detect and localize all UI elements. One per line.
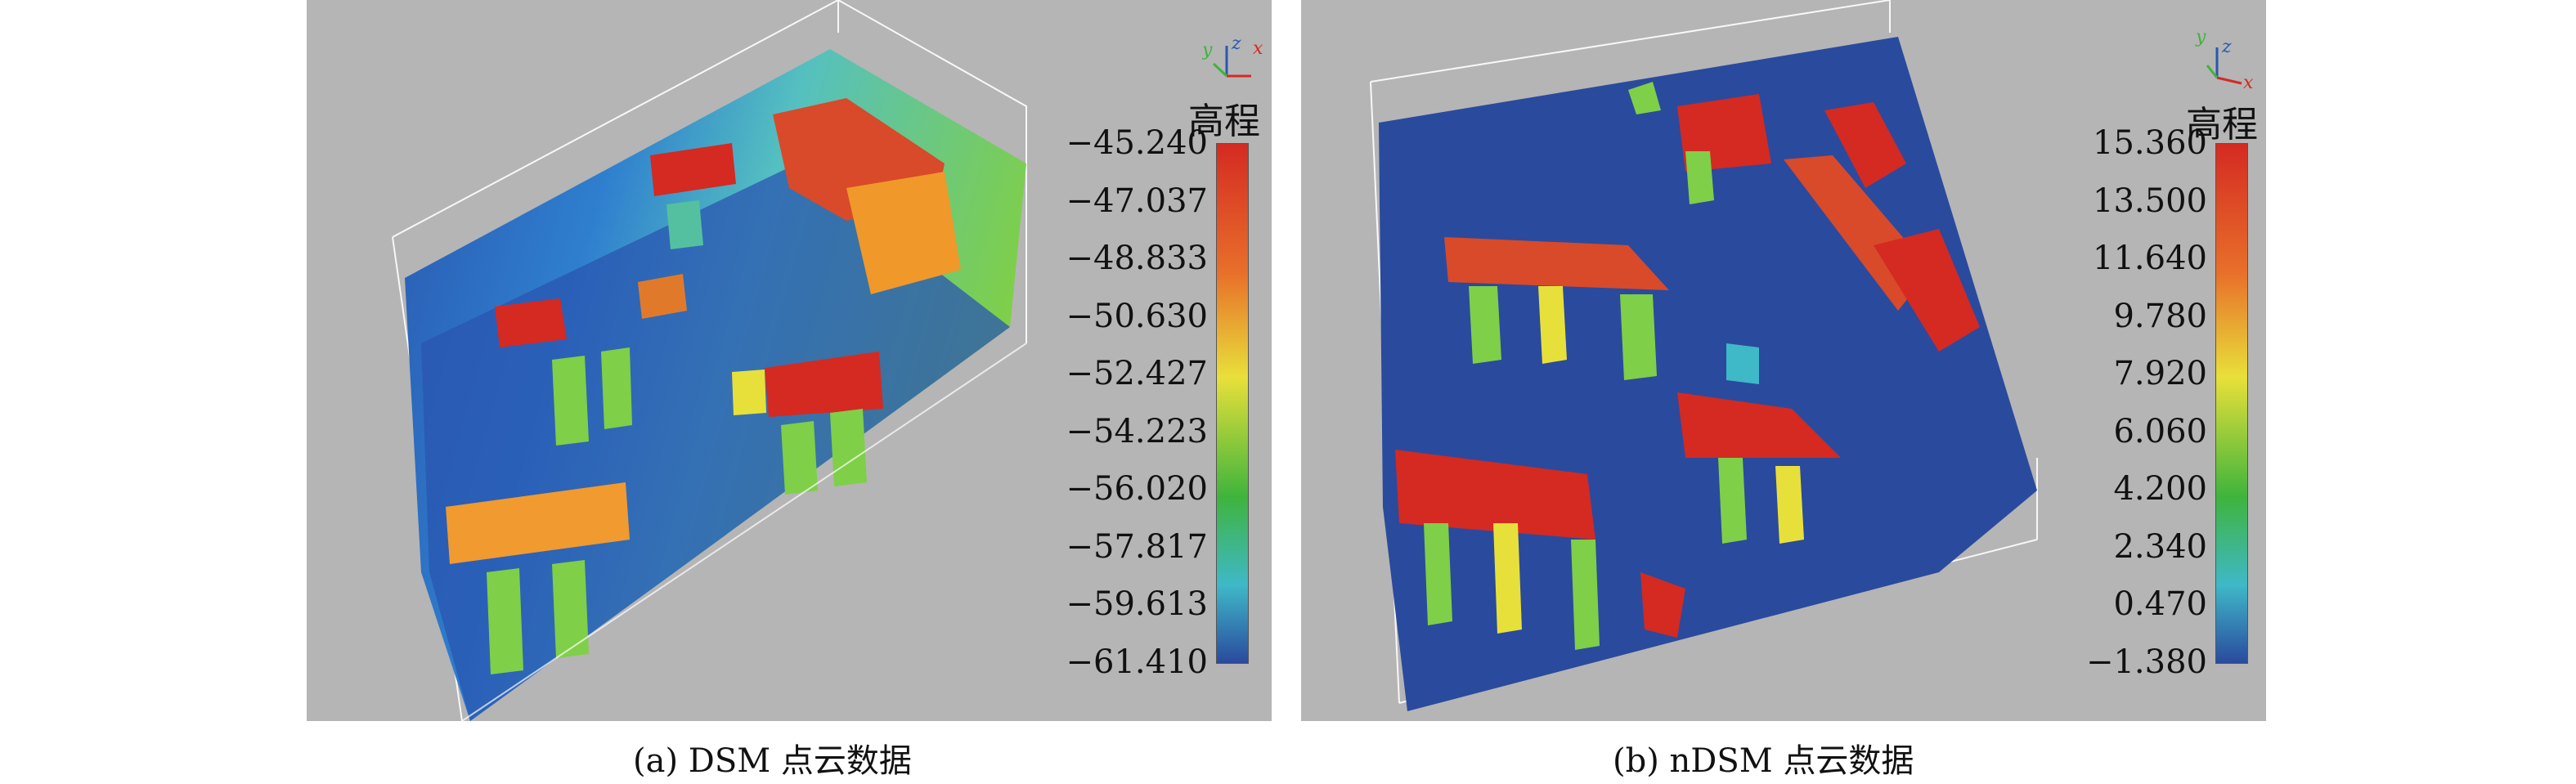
- colorbar-tick-label: 7.920: [2113, 355, 2207, 393]
- colorbar-tick-label: 2.340: [2113, 527, 2207, 566]
- colorbar-tick-label: 4.200: [2113, 470, 2207, 508]
- x-axis-label: x: [2243, 73, 2254, 90]
- dsm-point-cloud-view: [392, 0, 1027, 721]
- colorbar-title: 高程: [2186, 104, 2258, 146]
- y-axis-label: y: [1202, 40, 1213, 60]
- dsm-panel: z x y 高程 −45.240 −47.037 −48.833 −50.630 −52…: [307, 0, 1272, 721]
- colorbar-tick-label: −50.630: [1066, 297, 1208, 335]
- colorbar-tick-label: 15.360: [2093, 124, 2207, 162]
- ndsm-point-cloud-view: [1370, 0, 2038, 711]
- colorbar-tick-label: −45.240: [1066, 124, 1208, 162]
- elevation-colorbar: [1216, 143, 1249, 664]
- colorbar-tick-label: 0.470: [2113, 585, 2207, 624]
- ndsm-buildings: [1395, 82, 1980, 650]
- axis-triad: z x y: [2192, 25, 2266, 93]
- z-axis-label: z: [2221, 37, 2232, 57]
- z-axis-label: z: [1231, 34, 1241, 54]
- ndsm-panel: z x y 高程 15.360 13.500 11.640 9.780 7.920 6.0…: [1301, 0, 2266, 721]
- dsm-buildings: [446, 98, 961, 674]
- colorbar-tick-label: −61.410: [1066, 643, 1208, 681]
- y-axis-line: [1212, 62, 1228, 78]
- colorbar-tick-label: −47.037: [1066, 181, 1208, 220]
- y-axis-label: y: [2195, 27, 2206, 47]
- colorbar-tick-label: 13.500: [2093, 181, 2207, 220]
- colorbar-tick-label: 11.640: [2093, 240, 2207, 278]
- colorbar-tick-label: 9.780: [2113, 297, 2207, 335]
- x-axis-label: x: [1253, 38, 1263, 59]
- colorbar-title: 高程: [1188, 101, 1260, 142]
- x-axis-line: [2216, 76, 2242, 85]
- colorbar-tick-label: −57.817: [1066, 527, 1208, 566]
- elevation-colorbar: [2215, 143, 2248, 664]
- colorbar-tick-label: −52.427: [1066, 355, 1208, 393]
- colorbar-tick-label: −54.223: [1066, 412, 1208, 450]
- colorbar-tick-label: −48.833: [1066, 240, 1208, 278]
- caption-b: (b) nDSM 点云数据: [1613, 742, 1914, 780]
- y-axis-line: [2206, 65, 2219, 78]
- colorbar-tick-label: −56.020: [1066, 470, 1208, 508]
- colorbar-tick-label: −59.613: [1066, 585, 1208, 624]
- axis-triad: z x y: [1201, 31, 1272, 92]
- colorbar-tick-label: 6.060: [2113, 412, 2207, 450]
- caption-a: (a) DSM 点云数据: [633, 742, 912, 780]
- colorbar-tick-label: −1.380: [2085, 643, 2207, 681]
